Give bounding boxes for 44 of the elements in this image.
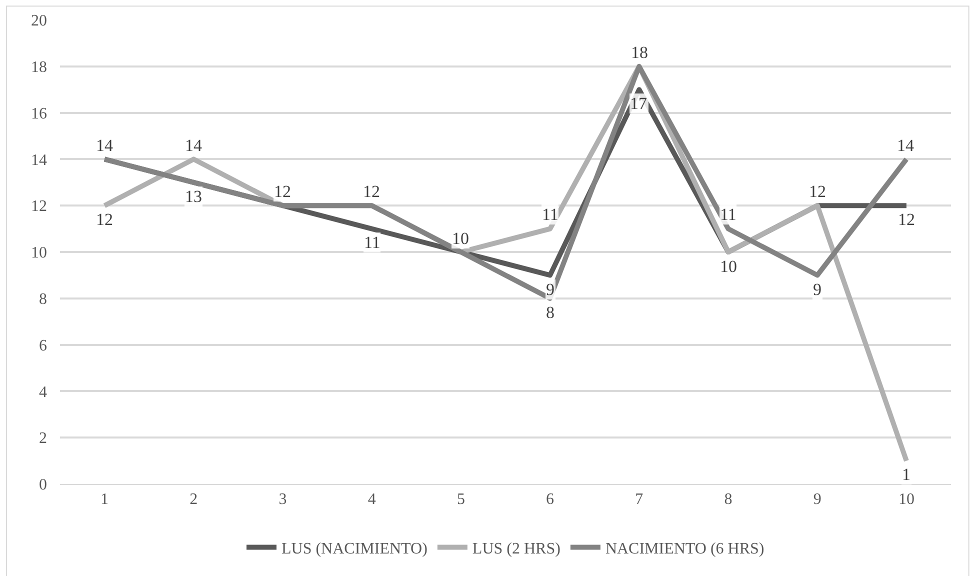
x-tick-label: 2 [190, 491, 198, 508]
data-label: 12 [898, 210, 915, 229]
data-label: 18 [631, 43, 648, 62]
data-label: 9 [813, 280, 822, 299]
y-tick-label: 10 [31, 244, 47, 262]
x-tick-label: 6 [546, 491, 554, 508]
data-label: 10 [720, 257, 737, 276]
legend-label: NACIMIENTO (6 HRS) [605, 540, 764, 558]
x-tick-label: 8 [724, 491, 732, 508]
data-label: 12 [274, 182, 291, 201]
data-label: 11 [720, 205, 736, 224]
legend-label: LUS (2 HRS) [472, 540, 560, 558]
y-tick-label: 18 [31, 59, 47, 76]
data-label: 12 [96, 210, 113, 229]
data-label: 11 [364, 233, 380, 252]
y-tick-label: 12 [31, 198, 47, 216]
x-tick-label: 1 [100, 491, 109, 508]
y-tick-label: 2 [39, 430, 47, 448]
y-tick-label: 0 [39, 476, 47, 494]
data-label: 12 [809, 182, 826, 201]
data-label: 8 [546, 303, 554, 322]
data-label: 10 [452, 229, 469, 248]
x-tick-label: 9 [813, 491, 822, 508]
data-label: 13 [185, 187, 202, 206]
x-tick-label: 3 [278, 491, 287, 508]
data-label: 14 [897, 136, 914, 155]
x-tick-label: 5 [456, 491, 465, 508]
x-tick-label: 10 [898, 491, 914, 508]
data-label: 11 [542, 205, 558, 224]
data-label: 14 [185, 136, 202, 155]
data-label: 1 [902, 465, 910, 484]
legend-label: LUS (NACIMIENTO) [282, 540, 428, 558]
y-tick-label: 4 [39, 384, 47, 401]
data-label: 17 [630, 94, 648, 113]
y-tick-label: 20 [31, 12, 47, 30]
y-tick-label: 14 [31, 152, 47, 169]
y-tick-label: 8 [39, 291, 47, 308]
y-tick-label: 16 [31, 105, 47, 122]
x-tick-label: 7 [635, 491, 644, 508]
data-label: 12 [363, 182, 380, 201]
data-label: 9 [546, 280, 554, 299]
y-tick-label: 6 [39, 337, 47, 354]
x-tick-label: 4 [368, 491, 376, 508]
data-label: 14 [96, 136, 114, 155]
